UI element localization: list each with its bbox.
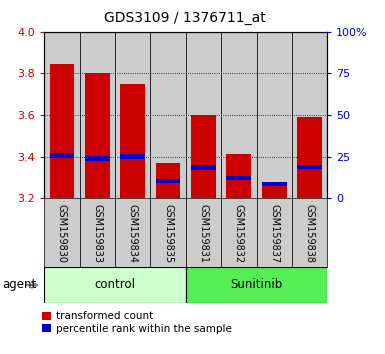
Text: GSM159831: GSM159831 — [198, 204, 208, 263]
Bar — [156, 179, 181, 183]
Bar — [115, 198, 151, 267]
Bar — [186, 198, 221, 267]
Bar — [262, 184, 286, 198]
Text: GSM159835: GSM159835 — [163, 204, 173, 263]
Bar — [50, 64, 74, 198]
Bar — [80, 198, 115, 267]
Bar — [186, 267, 327, 303]
Bar — [191, 115, 216, 198]
Bar — [85, 74, 110, 198]
Text: GSM159834: GSM159834 — [128, 204, 138, 263]
Text: GSM159833: GSM159833 — [92, 204, 102, 263]
Bar — [256, 32, 292, 198]
Text: agent: agent — [2, 279, 36, 291]
Bar — [121, 154, 145, 159]
Bar — [297, 165, 322, 169]
Bar — [221, 32, 256, 198]
Bar — [50, 153, 74, 158]
Bar — [297, 117, 322, 198]
Legend: transformed count, percentile rank within the sample: transformed count, percentile rank withi… — [42, 312, 232, 334]
Bar — [44, 267, 186, 303]
Text: GSM159832: GSM159832 — [234, 204, 244, 263]
Bar — [221, 198, 256, 267]
Text: GDS3109 / 1376711_at: GDS3109 / 1376711_at — [104, 11, 266, 25]
Text: GSM159838: GSM159838 — [305, 204, 315, 263]
Bar — [80, 32, 115, 198]
Bar — [156, 163, 181, 198]
Text: Sunitinib: Sunitinib — [230, 279, 283, 291]
Bar — [191, 165, 216, 170]
Bar — [186, 32, 221, 198]
Text: GSM159830: GSM159830 — [57, 204, 67, 263]
Bar — [226, 154, 251, 198]
Bar — [256, 198, 292, 267]
Bar — [44, 198, 80, 267]
Bar — [151, 32, 186, 198]
Text: GSM159837: GSM159837 — [269, 204, 279, 263]
Bar — [44, 32, 80, 198]
Bar — [262, 182, 286, 187]
Bar — [85, 156, 110, 161]
Text: control: control — [95, 279, 136, 291]
Bar — [292, 198, 327, 267]
Bar — [292, 32, 327, 198]
Bar — [151, 198, 186, 267]
Bar — [115, 32, 151, 198]
Bar — [226, 176, 251, 180]
Bar — [121, 84, 145, 198]
